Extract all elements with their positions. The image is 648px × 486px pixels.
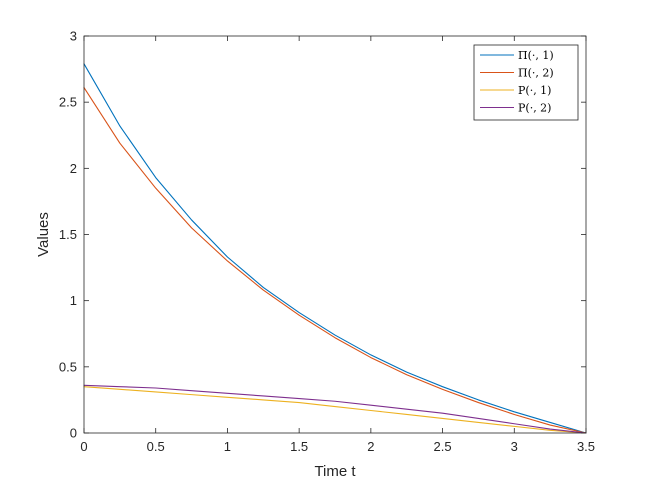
series-line-4 (83, 384, 587, 434)
x-tick-label: 3.5 (577, 439, 595, 454)
x-tick-label: 2.5 (434, 439, 452, 454)
y-tick-label: 0 (70, 426, 77, 441)
x-axis: 0 0.5 1 1.5 2 2.5 3 3.5 (80, 36, 595, 454)
legend-label-3: P(·, 1) (518, 84, 551, 97)
x-tick-label: 3 (511, 439, 518, 454)
x-tick-label: 1 (224, 439, 231, 454)
legend-label-2: Π(·, 2) (518, 67, 554, 80)
y-tick-label: 2.5 (59, 95, 77, 110)
y-tick-label: 3 (70, 29, 77, 44)
legend: Π(·, 1) Π(·, 2) P(·, 1) P(·, 2) (473, 44, 579, 121)
y-tick-label: 2 (70, 161, 77, 176)
series-layer (83, 63, 587, 434)
series-line-3 (83, 386, 587, 434)
y-axis-title: Values (35, 212, 52, 257)
x-tick-label: 0 (80, 439, 87, 454)
y-tick-label: 0.5 (59, 359, 77, 374)
legend-label-1: Π(·, 1) (518, 49, 554, 62)
y-axis: 0 0.5 1 1.5 2 2.5 3 (59, 29, 586, 441)
x-axis-title: Time t (314, 463, 356, 480)
x-tick-label: 0.5 (147, 439, 165, 454)
x-tick-label: 1.5 (290, 439, 308, 454)
x-tick-label: 2 (367, 439, 374, 454)
y-tick-label: 1.5 (59, 227, 77, 242)
legend-label-4: P(·, 2) (518, 102, 551, 115)
y-tick-label: 1 (70, 293, 77, 308)
series-line-1 (83, 63, 587, 434)
series-line-2 (83, 87, 587, 434)
